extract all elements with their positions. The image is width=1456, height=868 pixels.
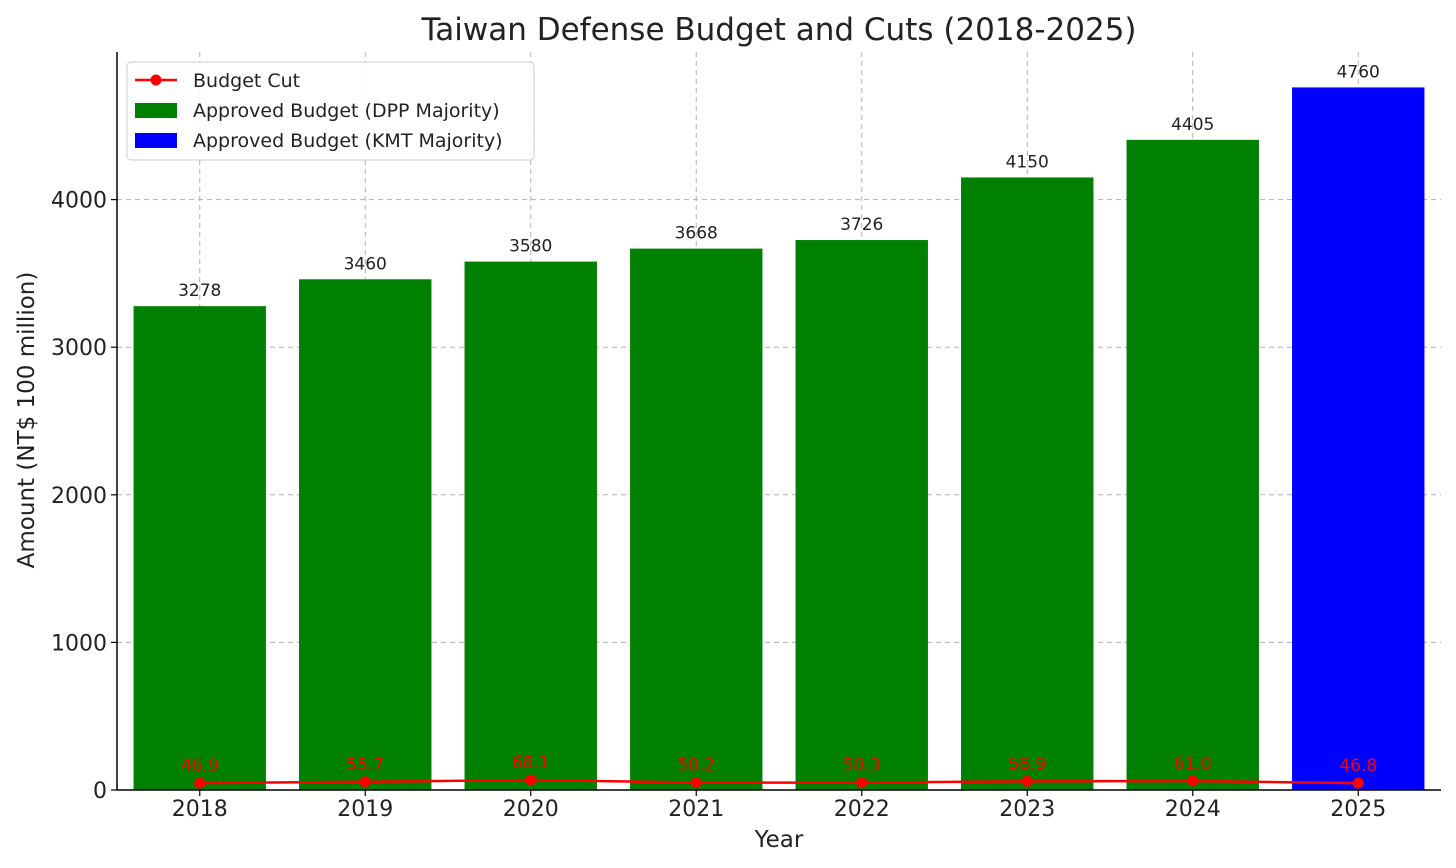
budget-cut-point-2022 bbox=[856, 777, 868, 789]
x-tick-label-2023: 2023 bbox=[999, 797, 1055, 822]
budget-cut-point-2020 bbox=[525, 774, 537, 786]
x-tick-label-2019: 2019 bbox=[337, 797, 393, 822]
bar-label-2020: 3580 bbox=[509, 237, 552, 257]
budget-cut-point-2021 bbox=[690, 777, 702, 789]
y-ticks: 0 1000 2000 3000 4000 bbox=[51, 189, 117, 804]
x-tick-label-2018: 2018 bbox=[172, 797, 228, 822]
bar-label-2021: 3668 bbox=[675, 224, 718, 244]
legend-swatch-approved-budget-dpp-majority bbox=[135, 103, 177, 118]
budget-cut-label-2019: 55.7 bbox=[346, 755, 384, 775]
x-tick-label-2024: 2024 bbox=[1165, 797, 1221, 822]
x-tick-label-2020: 2020 bbox=[503, 797, 559, 822]
y-tick-label-1000: 1000 bbox=[51, 631, 107, 656]
axes bbox=[116, 52, 1441, 791]
y-tick-label-2000: 2000 bbox=[51, 484, 107, 509]
budget-cut-label-2021: 50.2 bbox=[677, 756, 715, 776]
chart-title: Taiwan Defense Budget and Cuts (2018-202… bbox=[420, 12, 1136, 48]
bar-2020 bbox=[464, 261, 597, 790]
x-tick-label-2021: 2021 bbox=[668, 797, 724, 822]
budget-cut-point-2023 bbox=[1021, 775, 1033, 787]
bar-2023 bbox=[961, 177, 1094, 790]
legend-label-budget-cut: Budget Cut bbox=[193, 70, 300, 92]
legend-label-approved-budget-dpp-majority: Approved Budget (DPP Majority) bbox=[193, 100, 500, 122]
y-tick-label-4000: 4000 bbox=[51, 189, 107, 214]
x-ticks: 2018 2019 2020 2021 2022 2023 2024 2025 bbox=[172, 790, 1386, 822]
y-tick-label-3000: 3000 bbox=[51, 336, 107, 361]
legend: Budget Cut Approved Budget (DPP Majority)… bbox=[126, 61, 535, 161]
bars bbox=[133, 87, 1425, 790]
bar-labels: 3278 3460 3580 3668 3726 4150 4405 4760 bbox=[178, 62, 1380, 301]
budget-cut-label-2023: 58.9 bbox=[1008, 754, 1046, 774]
bar-label-2018: 3278 bbox=[178, 281, 221, 301]
x-tick-label-2025: 2025 bbox=[1330, 797, 1386, 822]
bar-label-2023: 4150 bbox=[1006, 152, 1049, 172]
bar-2018 bbox=[133, 306, 266, 790]
bar-2019 bbox=[299, 279, 432, 790]
legend-marker-budget-cut bbox=[150, 74, 162, 86]
budget-cut-point-2025 bbox=[1352, 777, 1364, 789]
x-axis-label: Year bbox=[754, 827, 804, 853]
budget-cut-point-2024 bbox=[1187, 775, 1199, 787]
bar-label-2025: 4760 bbox=[1337, 62, 1380, 82]
y-tick-label-0: 0 bbox=[93, 779, 107, 804]
budget-cut-point-2018 bbox=[194, 777, 206, 789]
budget-cut-label-2025: 46.8 bbox=[1339, 756, 1377, 776]
y-axis-label: Amount (NT$ 100 million) bbox=[14, 272, 40, 569]
bar-2021 bbox=[630, 248, 763, 790]
x-tick-label-2022: 2022 bbox=[834, 797, 890, 822]
legend-box bbox=[126, 61, 535, 161]
budget-cut-label-2022: 50.3 bbox=[843, 756, 881, 776]
bar-label-2019: 3460 bbox=[344, 254, 387, 274]
bar-2024 bbox=[1126, 139, 1259, 790]
budget-cut-label-2024: 61.0 bbox=[1174, 754, 1212, 774]
budget-cut-label-2018: 46.9 bbox=[181, 756, 219, 776]
bar-2025 bbox=[1292, 87, 1425, 790]
bar-label-2022: 3726 bbox=[840, 215, 883, 235]
budget-cut-line: 46.9 55.7 68.1 50.2 50.3 58.9 61.0 46.8 bbox=[181, 753, 1377, 789]
budget-cut-point-2019 bbox=[359, 776, 371, 788]
legend-swatch-approved-budget-kmt-majority bbox=[135, 133, 177, 148]
legend-label-approved-budget-kmt-majority: Approved Budget (KMT Majority) bbox=[193, 130, 503, 152]
bar-label-2024: 4405 bbox=[1171, 115, 1214, 135]
budget-cut-polyline bbox=[199, 778, 1359, 785]
bar-2022 bbox=[795, 240, 928, 790]
budget-cut-label-2020: 68.1 bbox=[512, 753, 550, 773]
